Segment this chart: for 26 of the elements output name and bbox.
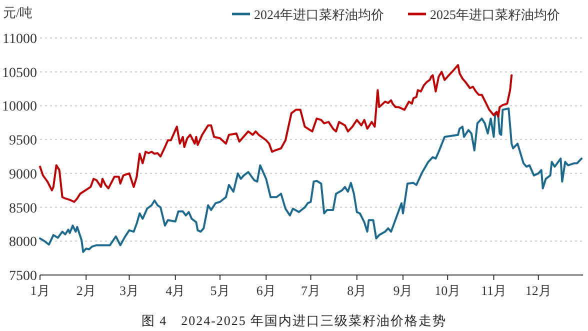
x-tick-label: 9月 — [393, 283, 413, 298]
legend-label: 2025年进口菜籽油均价 — [430, 7, 560, 22]
x-tick-label: 8月 — [347, 283, 367, 298]
y-tick-label: 11000 — [2, 32, 37, 47]
y-axis-title: 元/吨 — [3, 5, 33, 20]
x-tick-label: 10月 — [434, 283, 461, 298]
line-series — [39, 64, 513, 203]
y-tick-label: 7500 — [9, 269, 37, 284]
x-tick-label: 7月 — [301, 283, 321, 298]
x-tick-label: 6月 — [256, 283, 276, 298]
x-tick-label: 12月 — [525, 283, 552, 298]
y-tick-label: 8500 — [9, 201, 37, 216]
x-tick-label: 2月 — [76, 283, 96, 298]
y-tick-label: 9500 — [9, 134, 37, 149]
x-tick-label: 5月 — [210, 283, 230, 298]
x-tick-label: 3月 — [120, 283, 140, 298]
x-tick-label: 4月 — [166, 283, 186, 298]
text: 图 4 2024-2025 年国内进口三级菜籽油价格走势 — [141, 313, 447, 328]
y-tick-label: 10000 — [2, 100, 37, 115]
x-tick-label: 11月 — [480, 283, 507, 298]
y-tick-label: 9000 — [9, 167, 37, 182]
x-tick-label: 1月 — [30, 283, 50, 298]
line-series — [39, 107, 583, 253]
y-tick-label: 10500 — [2, 66, 37, 81]
legend-label: 2024年进口菜籽油均价 — [254, 7, 384, 22]
y-tick-label: 8000 — [9, 235, 37, 250]
